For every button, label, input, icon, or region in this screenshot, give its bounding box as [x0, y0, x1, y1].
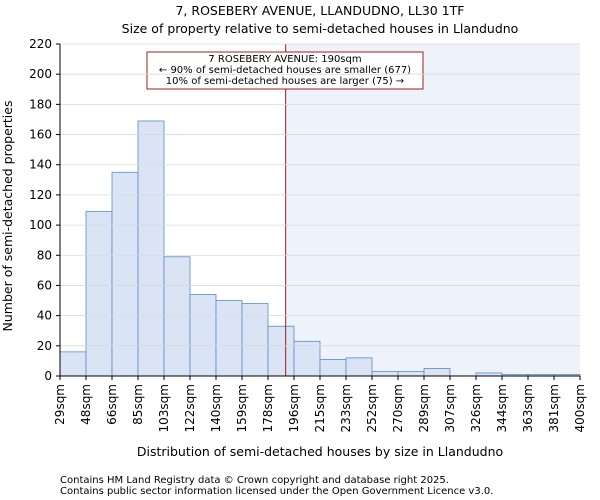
x-tick-label: 140sqm — [209, 384, 223, 432]
x-tick-label: 363sqm — [521, 384, 535, 432]
bar-252sqm — [371, 371, 399, 377]
x-axis: 29sqm 48sqm 66sqm 85sqm 103sqm 122sqm 140sqm 15… — [53, 376, 587, 432]
x-tick-label: 66sqm — [105, 384, 119, 425]
y-axis: 0 20 40 60 80 100 120 140 160 180 200 220 — [29, 37, 580, 383]
x-tick-label: 85sqm — [131, 384, 145, 425]
x-tick-label: 400sqm — [573, 384, 587, 432]
bar-233sqm — [345, 357, 373, 377]
y-tick-label: 120 — [29, 188, 52, 202]
y-axis-label: Number of semi-detached properties — [0, 101, 15, 332]
bar-270sqm — [397, 371, 425, 377]
y-tick-label: 0 — [44, 369, 52, 383]
bar-159sqm — [241, 303, 269, 377]
x-axis-label: Distribution of semi-detached houses by … — [137, 444, 503, 459]
y-tick-label: 140 — [29, 158, 52, 172]
bar-140sqm — [215, 300, 243, 377]
bar-103sqm — [163, 256, 191, 377]
y-tick-label: 40 — [37, 309, 52, 323]
chart-title: 7, ROSEBERY AVENUE, LLANDUDNO, LL30 1TF — [175, 3, 464, 18]
bars-group — [59, 120, 581, 377]
x-tick-label: 270sqm — [391, 384, 405, 432]
x-tick-label: 215sqm — [313, 384, 327, 432]
y-tick-label: 20 — [37, 339, 52, 353]
x-tick-label: 326sqm — [469, 384, 483, 432]
x-tick-label: 252sqm — [365, 384, 379, 432]
bar-85sqm — [137, 120, 165, 377]
y-tick-label: 100 — [29, 218, 52, 232]
x-tick-label: 196sqm — [287, 384, 301, 432]
y-tick-label: 180 — [29, 97, 52, 111]
annotation-line-1: 7 ROSEBERY AVENUE: 190sqm — [208, 54, 361, 65]
x-tick-label: 122sqm — [183, 384, 197, 432]
bar-215sqm — [319, 358, 347, 377]
y-tick-label: 200 — [29, 67, 52, 81]
footer-line-1: Contains HM Land Registry data © Crown c… — [60, 475, 449, 486]
x-tick-label: 233sqm — [339, 384, 353, 432]
annotation-box: 7 ROSEBERY AVENUE: 190sqm ← 90% of semi-… — [146, 51, 424, 90]
bar-178sqm — [267, 325, 295, 377]
footer-line-2: Contains public sector information licen… — [60, 486, 493, 497]
bar-29sqm — [59, 351, 87, 377]
x-tick-label: 159sqm — [235, 384, 249, 432]
x-tick-label: 178sqm — [261, 384, 275, 432]
annotation-line-2: ← 90% of semi-detached houses are smalle… — [159, 65, 411, 76]
bar-122sqm — [189, 294, 217, 377]
y-tick-label: 80 — [37, 248, 52, 262]
y-tick-label: 160 — [29, 128, 52, 142]
x-tick-label: 29sqm — [53, 384, 67, 425]
annotation-line-3: 10% of semi-detached houses are larger (… — [166, 76, 404, 87]
x-tick-label: 381sqm — [547, 384, 561, 432]
chart-subtitle: Size of property relative to semi-detach… — [122, 21, 519, 36]
y-tick-label: 60 — [37, 278, 52, 292]
bar-48sqm — [85, 211, 113, 377]
highlight-region — [285, 44, 580, 376]
x-tick-label: 48sqm — [79, 384, 93, 425]
y-tick-label: 220 — [29, 37, 52, 51]
annotation-frame — [146, 51, 424, 90]
bar-196sqm — [293, 340, 321, 377]
x-tick-label: 103sqm — [157, 384, 171, 432]
bar-66sqm — [111, 171, 139, 377]
bar-289sqm — [423, 368, 451, 377]
x-tick-label: 344sqm — [495, 384, 509, 432]
x-tick-label: 307sqm — [443, 384, 457, 432]
x-tick-label: 289sqm — [417, 384, 431, 432]
